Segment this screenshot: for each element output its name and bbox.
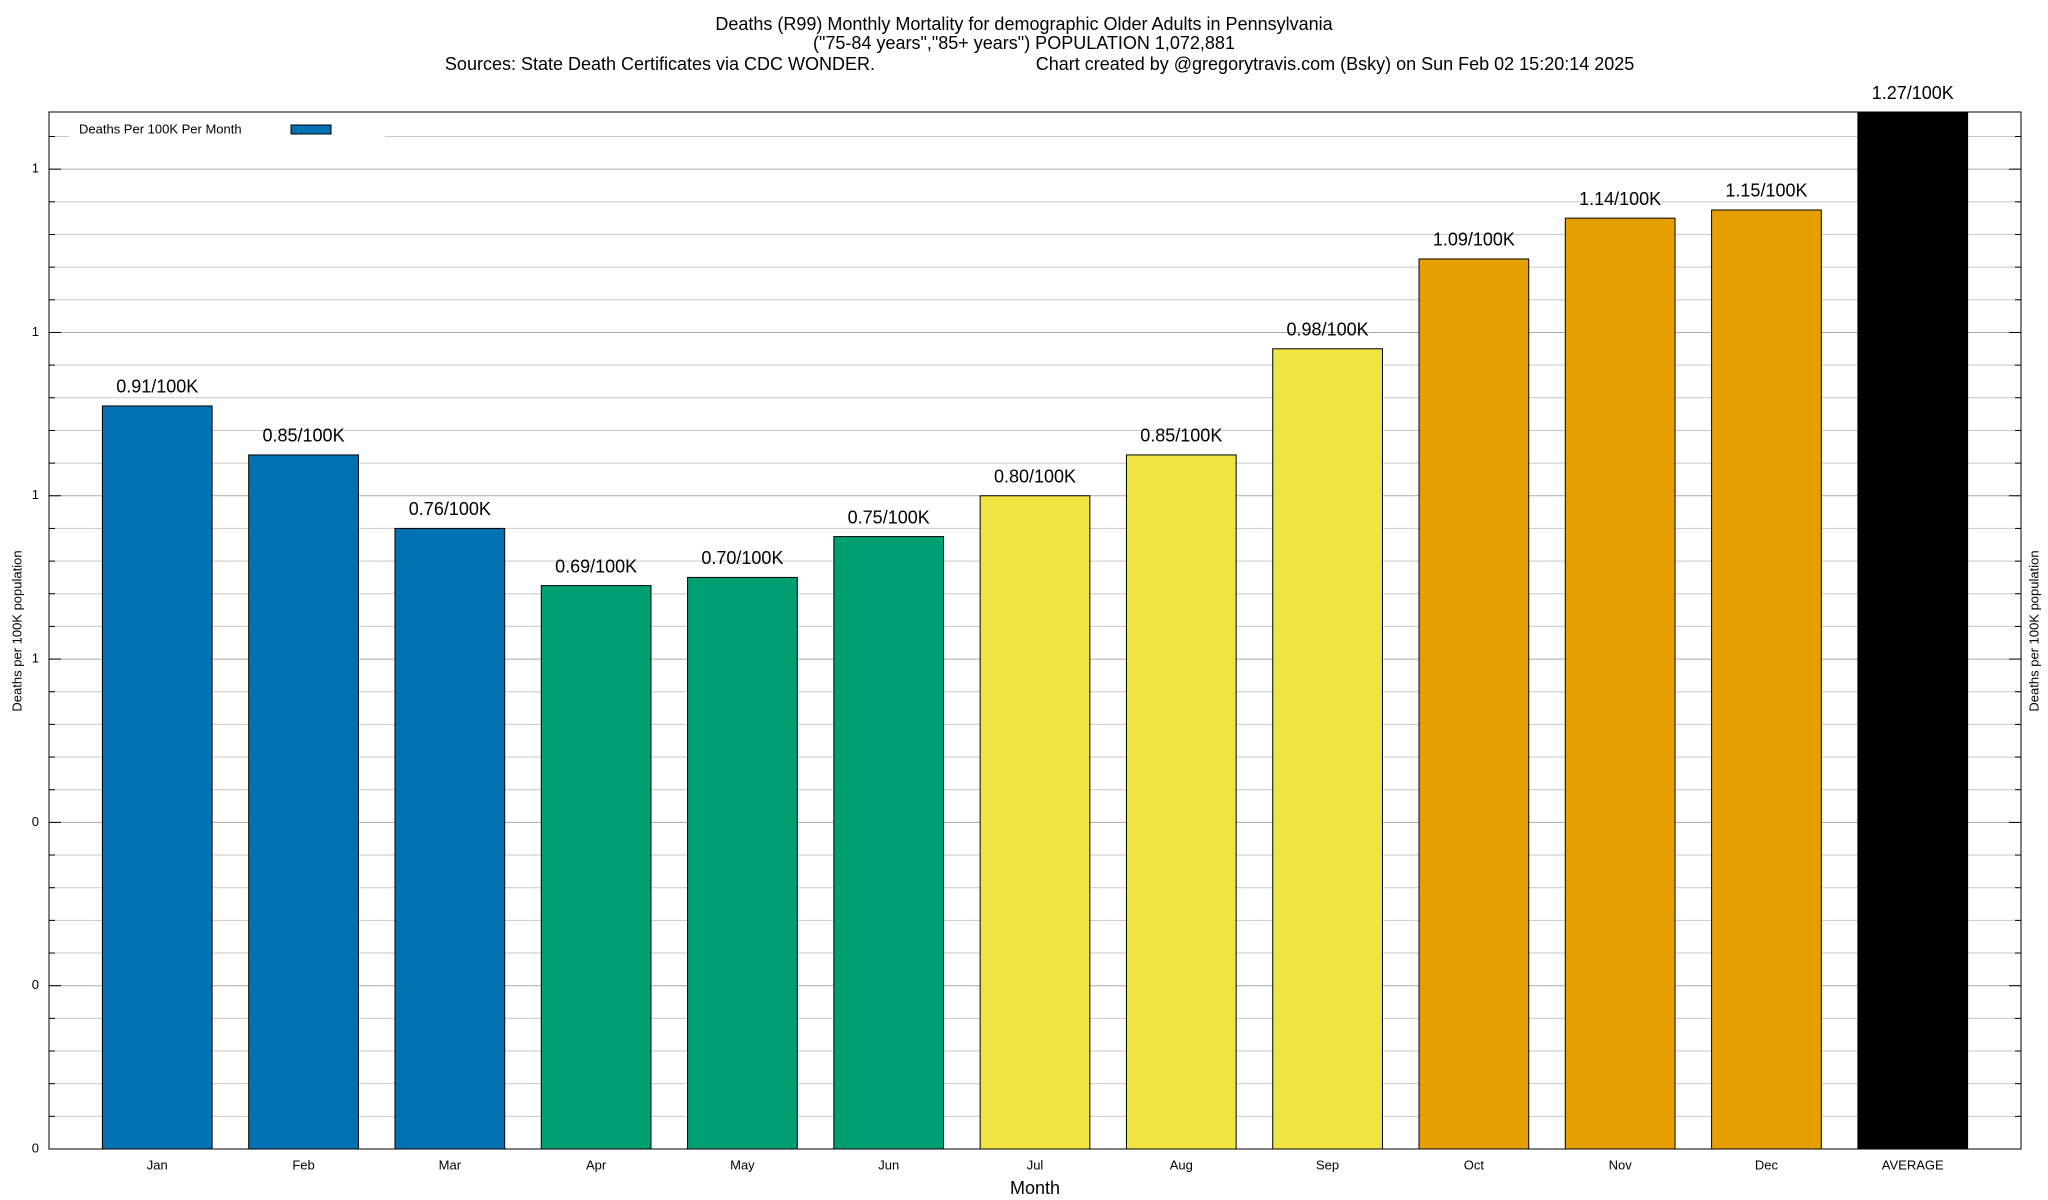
bar	[833, 536, 945, 1150]
y-tick-label: 1	[32, 161, 39, 176]
bar	[1711, 209, 1822, 1150]
plot-frame	[48, 111, 2022, 1150]
legend-box	[69, 118, 385, 142]
value-label: 0.91/100K	[116, 377, 198, 397]
y-tick-label: 0	[32, 977, 39, 992]
y-tick-label: 1	[32, 651, 39, 666]
x-tick-label: Apr	[586, 1157, 607, 1172]
x-tick-label: Oct	[1464, 1157, 1485, 1172]
x-tick-label: Dec	[1755, 1157, 1779, 1172]
value-label: 0.80/100K	[994, 467, 1076, 487]
value-label: 0.98/100K	[1287, 320, 1369, 340]
x-tick-label: Nov	[1609, 1157, 1633, 1172]
y-tick-label: 0	[32, 814, 39, 829]
value-label: 1.14/100K	[1579, 189, 1661, 209]
y-tick-label: 0	[32, 1140, 39, 1155]
bar	[248, 454, 359, 1150]
legend-swatch	[290, 124, 332, 135]
value-label: 0.76/100K	[409, 499, 491, 519]
y-tick-label: 1	[32, 324, 39, 339]
y-tick-label: 1	[32, 487, 39, 502]
x-axis-label: Month	[1010, 1178, 1060, 1198]
chart-subtitle: ("75-84 years","85+ years") POPULATION 1…	[813, 33, 1235, 53]
chart-title: Deaths (R99) Monthly Mortality for demog…	[715, 14, 1333, 34]
value-label: 0.85/100K	[263, 426, 345, 446]
chart-source: Sources: State Death Certificates via CD…	[445, 54, 875, 74]
x-tick-label: AVERAGE	[1882, 1157, 1944, 1172]
y-axis-label: Deaths per 100K population	[9, 550, 24, 711]
value-label: 0.85/100K	[1140, 426, 1222, 446]
x-tick-label: Jan	[147, 1157, 168, 1172]
bar	[1857, 111, 1969, 1150]
chart-credit: Chart created by @gregorytravis.com (Bsk…	[1036, 54, 1635, 74]
value-label: 1.27/100K	[1872, 83, 1954, 103]
x-tick-label: May	[730, 1157, 755, 1172]
y2-axis-label: Deaths per 100K population	[2026, 550, 2041, 711]
x-tick-label: Feb	[292, 1157, 314, 1172]
value-label: 1.15/100K	[1725, 181, 1807, 201]
bar	[1418, 258, 1530, 1150]
bar	[687, 576, 798, 1150]
bar	[540, 585, 652, 1150]
bar	[1564, 217, 1676, 1150]
value-label: 0.69/100K	[555, 556, 637, 576]
value-label: 0.70/100K	[701, 548, 783, 568]
x-tick-label: Aug	[1170, 1157, 1193, 1172]
x-tick-label: Jun	[878, 1157, 899, 1172]
x-tick-label: Jul	[1027, 1157, 1044, 1172]
legend-label: Deaths Per 100K Per Month	[79, 121, 242, 136]
x-tick-label: Mar	[439, 1157, 462, 1172]
bar	[101, 405, 213, 1150]
bar	[394, 527, 506, 1150]
bar	[1125, 454, 1237, 1150]
value-label: 1.09/100K	[1433, 230, 1515, 250]
bar	[1272, 348, 1383, 1150]
bar	[979, 495, 1091, 1150]
x-tick-label: Sep	[1316, 1157, 1339, 1172]
value-label: 0.75/100K	[848, 507, 930, 527]
